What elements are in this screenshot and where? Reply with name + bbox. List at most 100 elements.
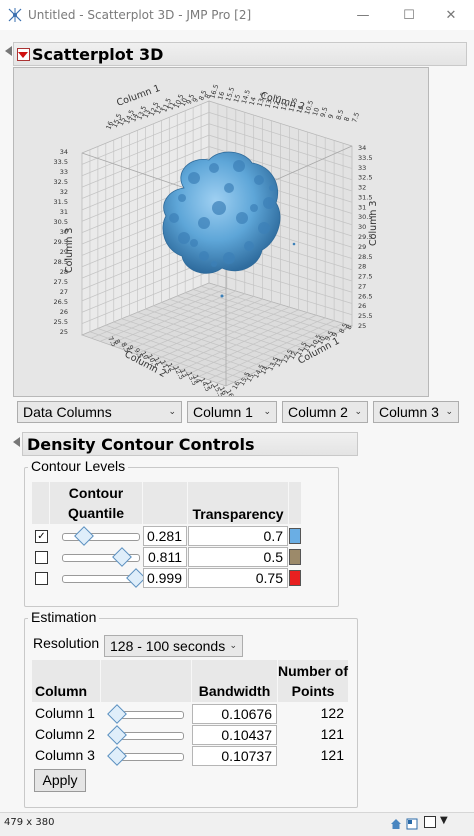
tick-label-column-1-bottom: 15 [245, 372, 256, 383]
density-contour-controls-title: Density Contour Controls [27, 435, 255, 454]
tick-label-column-2-top: 14 [248, 96, 258, 106]
home-icon[interactable] [390, 815, 402, 829]
value-column-header [143, 482, 187, 524]
tick-label-column-2-top: 11 [295, 104, 305, 114]
data-columns-dropdown[interactable]: Data Columns ⌄ [17, 401, 182, 423]
column-1-dropdown[interactable]: Column 1 ⌄ [187, 401, 277, 423]
tick-label-column-2-top: 9.5 [319, 106, 330, 118]
estimation-group [24, 618, 358, 808]
column-2-dropdown[interactable]: Column 2 ⌄ [282, 401, 368, 423]
bandwidth-value[interactable]: 0.10737 [192, 746, 277, 766]
window-title: Untitled - Scatterplot 3D - JMP Pro [2] [28, 8, 252, 22]
number-of-points-value: 121 [320, 747, 344, 763]
tick-label-column-1-top: 13 [142, 108, 153, 119]
contour-quantile-value[interactable]: 0.999 [143, 568, 187, 588]
contour-quantile-slider[interactable] [62, 554, 140, 562]
resolution-label: Resolution [33, 635, 100, 651]
tick-label-column-1-bottom: 16 [231, 380, 242, 391]
tick-label-column-1-bottom: 9.5 [323, 329, 335, 342]
checkbox-column-header [32, 482, 49, 524]
tick-label-column-3-right: 26.5 [358, 292, 372, 300]
axis-title-column-3-left: Column 3 [64, 228, 75, 273]
contour-quantile-slider[interactable] [62, 533, 140, 541]
tick-label-column-1-top: 9 [191, 97, 200, 104]
estimation-label: Estimation [28, 609, 100, 625]
chevron-down-icon: ⌄ [354, 406, 362, 416]
column-1-label: Column 1 [193, 404, 253, 420]
layout-icon[interactable] [406, 815, 418, 830]
apply-button-label: Apply [42, 772, 78, 788]
tick-label-column-2-bottom: 11 [152, 356, 163, 367]
estimation-column-name: Column 3 [35, 747, 95, 763]
tick-label-column-1-top: 10 [179, 97, 190, 108]
tick-label-column-3-left: 26.5 [54, 298, 68, 306]
minimize-button[interactable]: — [340, 0, 386, 30]
chevron-down-icon: ⌄ [168, 406, 176, 416]
tick-label-column-1-top: 9.5 [185, 93, 196, 106]
tick-label-column-2-top: 10 [311, 107, 321, 117]
scatterplot-3d-header[interactable]: Scatterplot 3D [13, 42, 467, 66]
transparency-value[interactable]: 0.75 [188, 568, 288, 588]
tick-label-column-3-right: 33.5 [358, 154, 372, 162]
tick-label-column-1-top: 8.5 [197, 89, 208, 102]
bandwidth-value[interactable]: 0.10437 [192, 725, 277, 745]
tick-label-column-2-bottom: 8.5 [119, 341, 131, 354]
color-column-header [289, 482, 301, 524]
tick-label-column-3-left: 29.5 [54, 238, 68, 246]
tick-label-column-2-bottom: 14 [191, 373, 202, 384]
tick-label-column-1-top: 15 [117, 116, 128, 127]
contour-quantile-header-label: Contour Quantile [67, 485, 124, 521]
maximize-button[interactable]: ☐ [386, 0, 432, 30]
tick-label-column-3-right: 27.5 [358, 273, 372, 281]
title-bar: Untitled - Scatterplot 3D - JMP Pro [2] … [0, 0, 474, 30]
contour-visible-checkbox[interactable] [35, 572, 48, 585]
tick-label-column-1-bottom: 12 [288, 350, 299, 361]
tick-label-column-3-left: 32.5 [54, 178, 68, 186]
outline-collapse-icon[interactable] [13, 437, 20, 447]
number-of-points-header-label: Number of Points [278, 663, 348, 699]
scatterplot-3d-title: Scatterplot 3D [32, 45, 164, 64]
maximize-icon: ☐ [403, 7, 415, 23]
tick-label-column-2-top: 16 [216, 91, 226, 101]
window-list-icon[interactable] [424, 816, 436, 828]
contour-quantile-value[interactable]: 0.811 [143, 547, 187, 567]
scatterplot-3d-canvas[interactable]: 16 15.5 15 14.5 14 13.5 13 12.5 12 11.5 11 10.5 10 9.… [13, 67, 429, 405]
transparency-value[interactable]: 0.7 [188, 526, 288, 546]
tick-label-column-3-right: 32 [358, 184, 366, 192]
contour-visible-checkbox[interactable]: ✓ [35, 530, 48, 543]
tick-label-column-3-left: 28.5 [54, 258, 68, 266]
tick-label-column-3-left: 25.5 [54, 318, 68, 326]
transparency-value[interactable]: 0.5 [188, 547, 288, 567]
red-triangle-menu-icon[interactable] [17, 48, 30, 61]
density-contour-controls-header[interactable]: Density Contour Controls [22, 432, 358, 456]
tick-label-column-2-bottom: 10 [139, 350, 150, 361]
outline-collapse-icon[interactable] [5, 46, 12, 56]
tick-label-column-3-left: 26 [60, 308, 68, 316]
tick-label-column-3-left: 32 [60, 188, 68, 196]
contour-visible-checkbox[interactable] [35, 551, 48, 564]
contour-color-swatch[interactable] [289, 549, 301, 565]
resolution-dropdown[interactable]: 128 - 100 seconds ⌄ [104, 635, 243, 657]
tick-label-column-2-top: 8 [342, 116, 351, 122]
contour-color-swatch[interactable] [289, 570, 301, 586]
chevron-down-icon: ⌄ [229, 640, 237, 650]
contour-quantile-value[interactable]: 0.281 [143, 526, 187, 546]
bandwidth-value[interactable]: 0.10676 [192, 704, 277, 724]
tick-label-column-3-right: 34 [358, 144, 366, 152]
column-2-label: Column 2 [288, 404, 348, 420]
contour-color-swatch[interactable] [289, 528, 301, 544]
dropdown-arrow-icon[interactable]: ▼ [440, 815, 448, 826]
scatterplot-3d-graph[interactable]: 1615.51514.51413.51312.51211.51110.5109.… [14, 68, 428, 405]
apply-button[interactable]: Apply [34, 769, 86, 792]
column-3-label: Column 3 [379, 404, 439, 420]
number-of-points-value: 122 [320, 705, 344, 721]
tick-label-column-1-bottom: 9 [331, 331, 340, 338]
number-of-points-value: 121 [320, 726, 344, 742]
close-button[interactable]: ✕ [428, 0, 474, 30]
tick-label-column-2-top: 12 [279, 101, 289, 111]
column-3-dropdown[interactable]: Column 3 ⌄ [373, 401, 459, 423]
tick-label-column-2-top: 15 [232, 93, 242, 103]
tick-label-column-1-top: 16 [104, 120, 115, 131]
tick-label-column-1-bottom: 8.5 [338, 322, 350, 335]
tick-label-column-3-left: 27.5 [54, 278, 68, 286]
